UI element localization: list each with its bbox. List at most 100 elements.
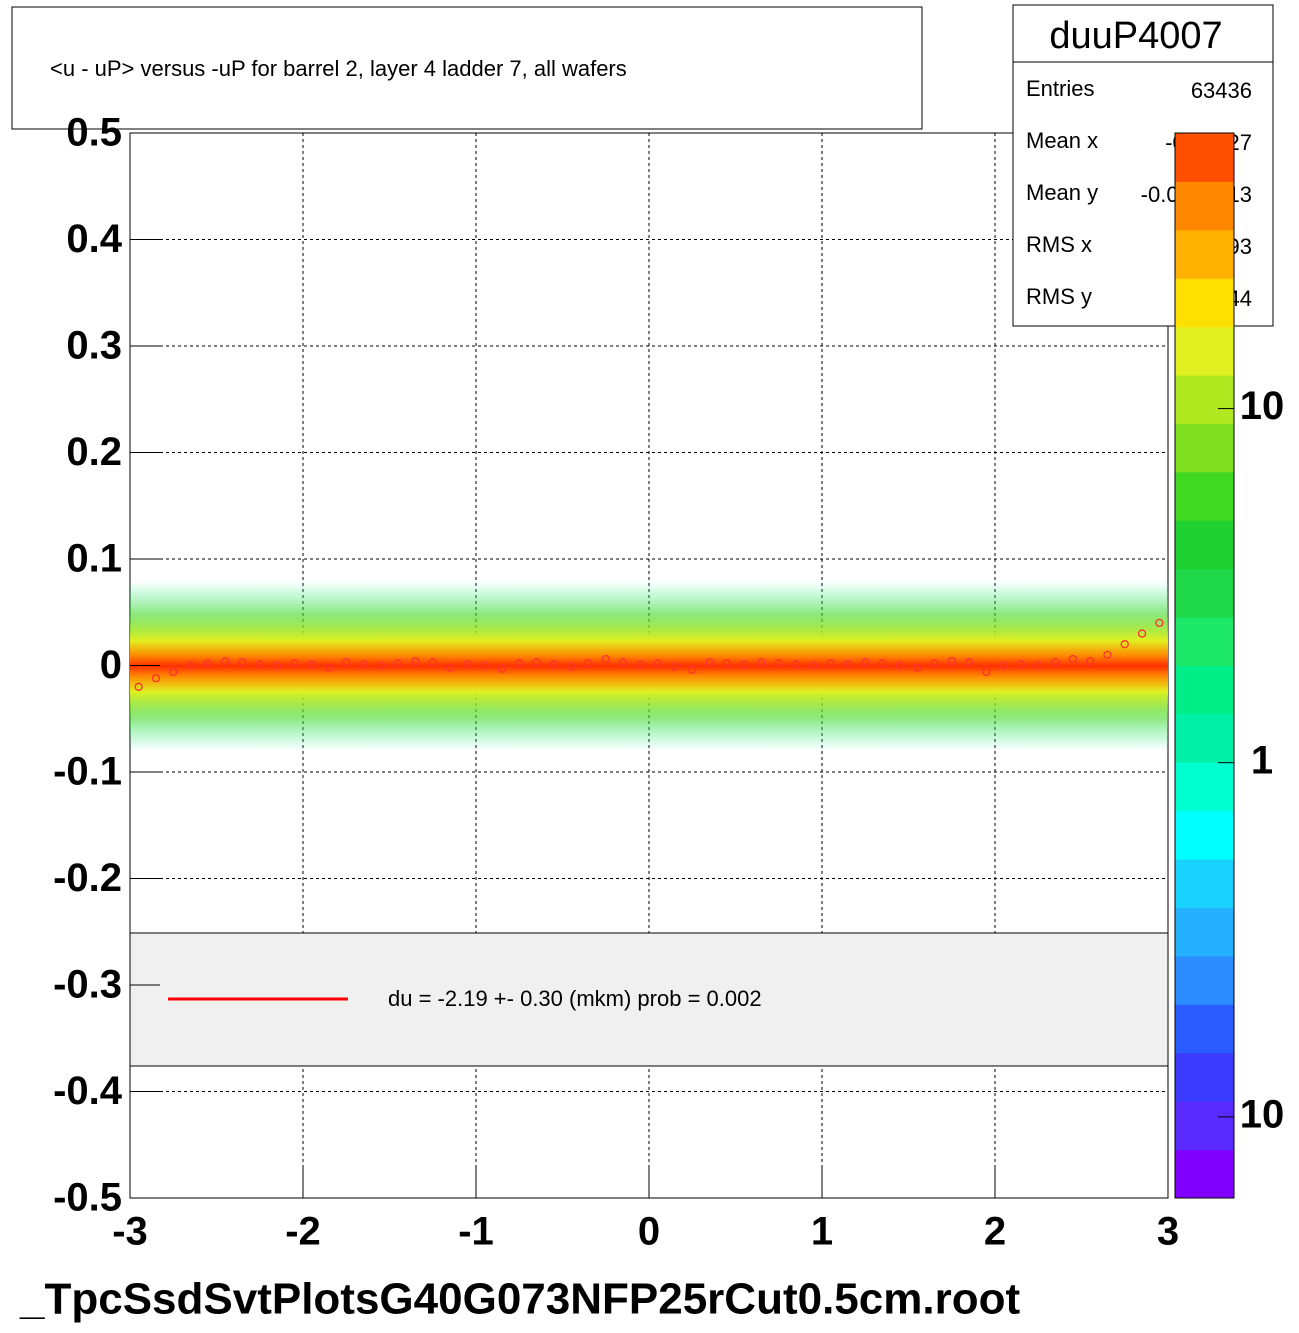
profile-point xyxy=(238,658,247,667)
profile-point xyxy=(255,660,264,669)
profile-point xyxy=(826,659,835,668)
palette-swatch xyxy=(1175,617,1234,666)
x-tick-label: 3 xyxy=(1157,1210,1179,1254)
profile-point xyxy=(445,663,455,672)
profile-point xyxy=(515,659,524,668)
profile-point xyxy=(532,658,541,667)
profile-point xyxy=(376,661,386,670)
profile-point xyxy=(1016,660,1026,669)
y-tick-label: 0.1 xyxy=(66,537,122,581)
profile-point xyxy=(480,661,489,670)
palette-swatch xyxy=(1175,1004,1234,1054)
profile-point xyxy=(463,660,472,669)
profile-point xyxy=(774,659,783,668)
profile-point xyxy=(1034,661,1043,670)
palette-swatch xyxy=(1175,423,1234,473)
palette-swatch xyxy=(1175,278,1234,328)
profile-point xyxy=(913,663,922,672)
x-tick-label: 1 xyxy=(811,1210,833,1254)
profile-point xyxy=(359,660,368,669)
profile-point xyxy=(428,658,437,667)
profile-point xyxy=(411,657,420,666)
profile-point xyxy=(722,659,731,668)
profile-point xyxy=(1051,658,1060,667)
color-bar: 10 1 10 xyxy=(1174,132,1285,1199)
profile-point xyxy=(1103,650,1112,659)
profile-point xyxy=(567,662,576,671)
profile-point xyxy=(982,667,991,677)
profile-point xyxy=(186,661,195,670)
profile-point xyxy=(688,665,697,674)
profile-point xyxy=(393,659,403,668)
title-box xyxy=(11,6,923,130)
profile-point xyxy=(1137,629,1147,638)
z-tick-label: 1 xyxy=(1251,738,1273,782)
palette-swatch xyxy=(1175,520,1234,570)
profile-point xyxy=(964,658,974,667)
palette-swatch xyxy=(1175,665,1234,715)
palette-swatch xyxy=(1175,762,1234,812)
profile-point xyxy=(999,661,1008,670)
palette-swatch xyxy=(1175,907,1234,957)
profile-point xyxy=(290,659,299,668)
x-tick-label: 0 xyxy=(638,1210,660,1254)
legend-text: du = -2.19 +- 0.30 (mkm) prob = 0.002 xyxy=(388,986,762,1011)
y-tick-label: -0.4 xyxy=(53,1069,123,1113)
profile-point xyxy=(861,658,870,667)
density-band xyxy=(130,581,1168,751)
profile-point xyxy=(1155,618,1164,628)
profile-point xyxy=(878,659,887,668)
y-tick-label: -0.5 xyxy=(53,1176,122,1220)
palette-swatch xyxy=(1175,713,1234,763)
profile-point xyxy=(134,682,143,691)
profile-point xyxy=(1120,640,1129,649)
profile-point xyxy=(618,658,628,667)
profile-point xyxy=(843,660,853,669)
profile-point xyxy=(895,661,904,670)
y-tick-label: 0.5 xyxy=(66,111,122,155)
profile-point xyxy=(1068,654,1077,664)
stat-value: 63436 xyxy=(1191,78,1252,103)
profile-point xyxy=(636,660,645,669)
palette-swatch xyxy=(1175,1052,1234,1102)
palette-swatch xyxy=(1175,326,1234,376)
palette-swatch xyxy=(1175,133,1234,182)
z-tick-label: 10 xyxy=(1240,384,1285,428)
profile-point xyxy=(151,674,161,683)
profile-point xyxy=(169,667,178,677)
y-tick-label: 0.4 xyxy=(66,217,122,261)
profile-point xyxy=(740,660,749,669)
palette-swatch xyxy=(1175,1101,1234,1151)
profile-point xyxy=(670,662,680,671)
profile-point xyxy=(809,661,818,670)
stat-label: Mean y xyxy=(1026,180,1098,205)
chart-title: <u - uP> versus -uP for barrel 2, layer … xyxy=(50,56,627,81)
profile-point xyxy=(930,659,939,668)
palette-swatch xyxy=(1175,375,1234,424)
y-tick-label: -0.2 xyxy=(53,856,122,900)
color-bar-frame xyxy=(1174,132,1235,1199)
palette-swatch xyxy=(1175,955,1234,1005)
palette-swatch xyxy=(1175,181,1234,231)
y-tick-label: 0 xyxy=(100,643,122,687)
marks xyxy=(134,618,1164,691)
profile-point xyxy=(497,664,507,673)
profile-point xyxy=(584,659,593,668)
palette-swatch xyxy=(1175,471,1234,521)
profile-point xyxy=(272,661,282,670)
profile-point xyxy=(653,659,662,668)
profile-point xyxy=(549,660,558,669)
x-tick-label: -3 xyxy=(112,1210,148,1254)
profile-point xyxy=(757,658,766,667)
stats-title: duuP4007 xyxy=(1049,15,1222,57)
x-tick-label: 2 xyxy=(984,1210,1006,1254)
profile-point xyxy=(220,657,230,666)
stat-label: RMS x xyxy=(1026,232,1092,257)
profile-point xyxy=(307,660,316,669)
profile-point xyxy=(705,658,714,667)
palette-swatch xyxy=(1175,810,1234,860)
palette-swatch xyxy=(1175,859,1234,909)
stat-label: Entries xyxy=(1026,76,1094,101)
y-tick-label: 0.3 xyxy=(66,324,122,368)
